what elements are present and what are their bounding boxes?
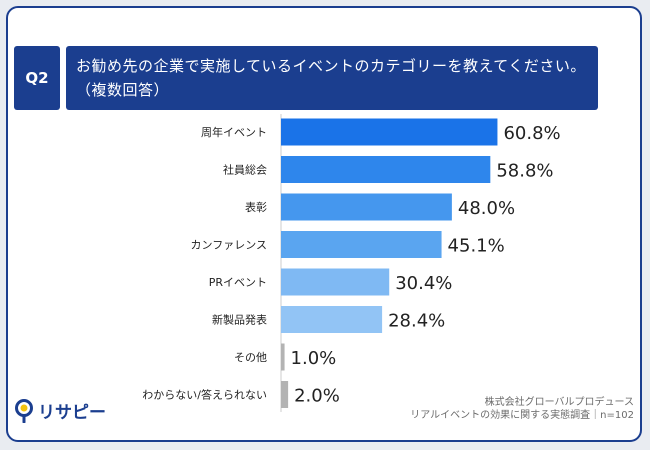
lightbulb-pin-icon [15, 398, 33, 423]
bar [281, 343, 285, 371]
bar [281, 118, 498, 146]
value-label: 30.4% [395, 273, 452, 294]
value-label: 48.0% [458, 198, 515, 219]
category-label: 表彰 [245, 200, 267, 214]
category-label: その他 [234, 351, 267, 364]
bar [281, 156, 491, 183]
category-label: カンファレンス [191, 239, 267, 252]
source-company: 株式会社グローバルプロデュース [484, 397, 634, 408]
source-survey: リアルイベントの効果に関する実態調査｜n=102 [410, 410, 634, 421]
question-title: お勧め先の企業で実施しているイベントのカテゴリーを教えてください。（複数回答） [66, 46, 598, 110]
value-label: 60.8% [503, 123, 560, 144]
category-label: 新製品発表 [212, 313, 267, 327]
category-label: PRイベント [209, 276, 267, 289]
value-label: 2.0% [294, 386, 340, 407]
question-badge: Q2 [14, 46, 60, 110]
chart-card: Q2 お勧め先の企業で実施しているイベントのカテゴリーを教えてください。（複数回… [6, 6, 642, 442]
value-label: 28.4% [388, 311, 445, 332]
bar [281, 306, 383, 333]
value-label: 1.0% [291, 348, 337, 369]
value-label: 45.1% [448, 236, 505, 257]
category-label: 周年イベント [201, 125, 267, 139]
category-label: わからない/答えられない [142, 388, 267, 402]
value-label: 58.8% [496, 161, 553, 182]
category-label: 社員総会 [223, 163, 267, 177]
brand-logo: リサピー [14, 398, 106, 423]
source-note: 株式会社グローバルプロデュース リアルイベントの効果に関する実態調査｜n=102 [410, 396, 634, 422]
bar [281, 268, 390, 296]
bar [281, 381, 289, 408]
bar [281, 193, 452, 221]
logo-text: リサピー [38, 403, 106, 423]
bar [281, 231, 442, 258]
